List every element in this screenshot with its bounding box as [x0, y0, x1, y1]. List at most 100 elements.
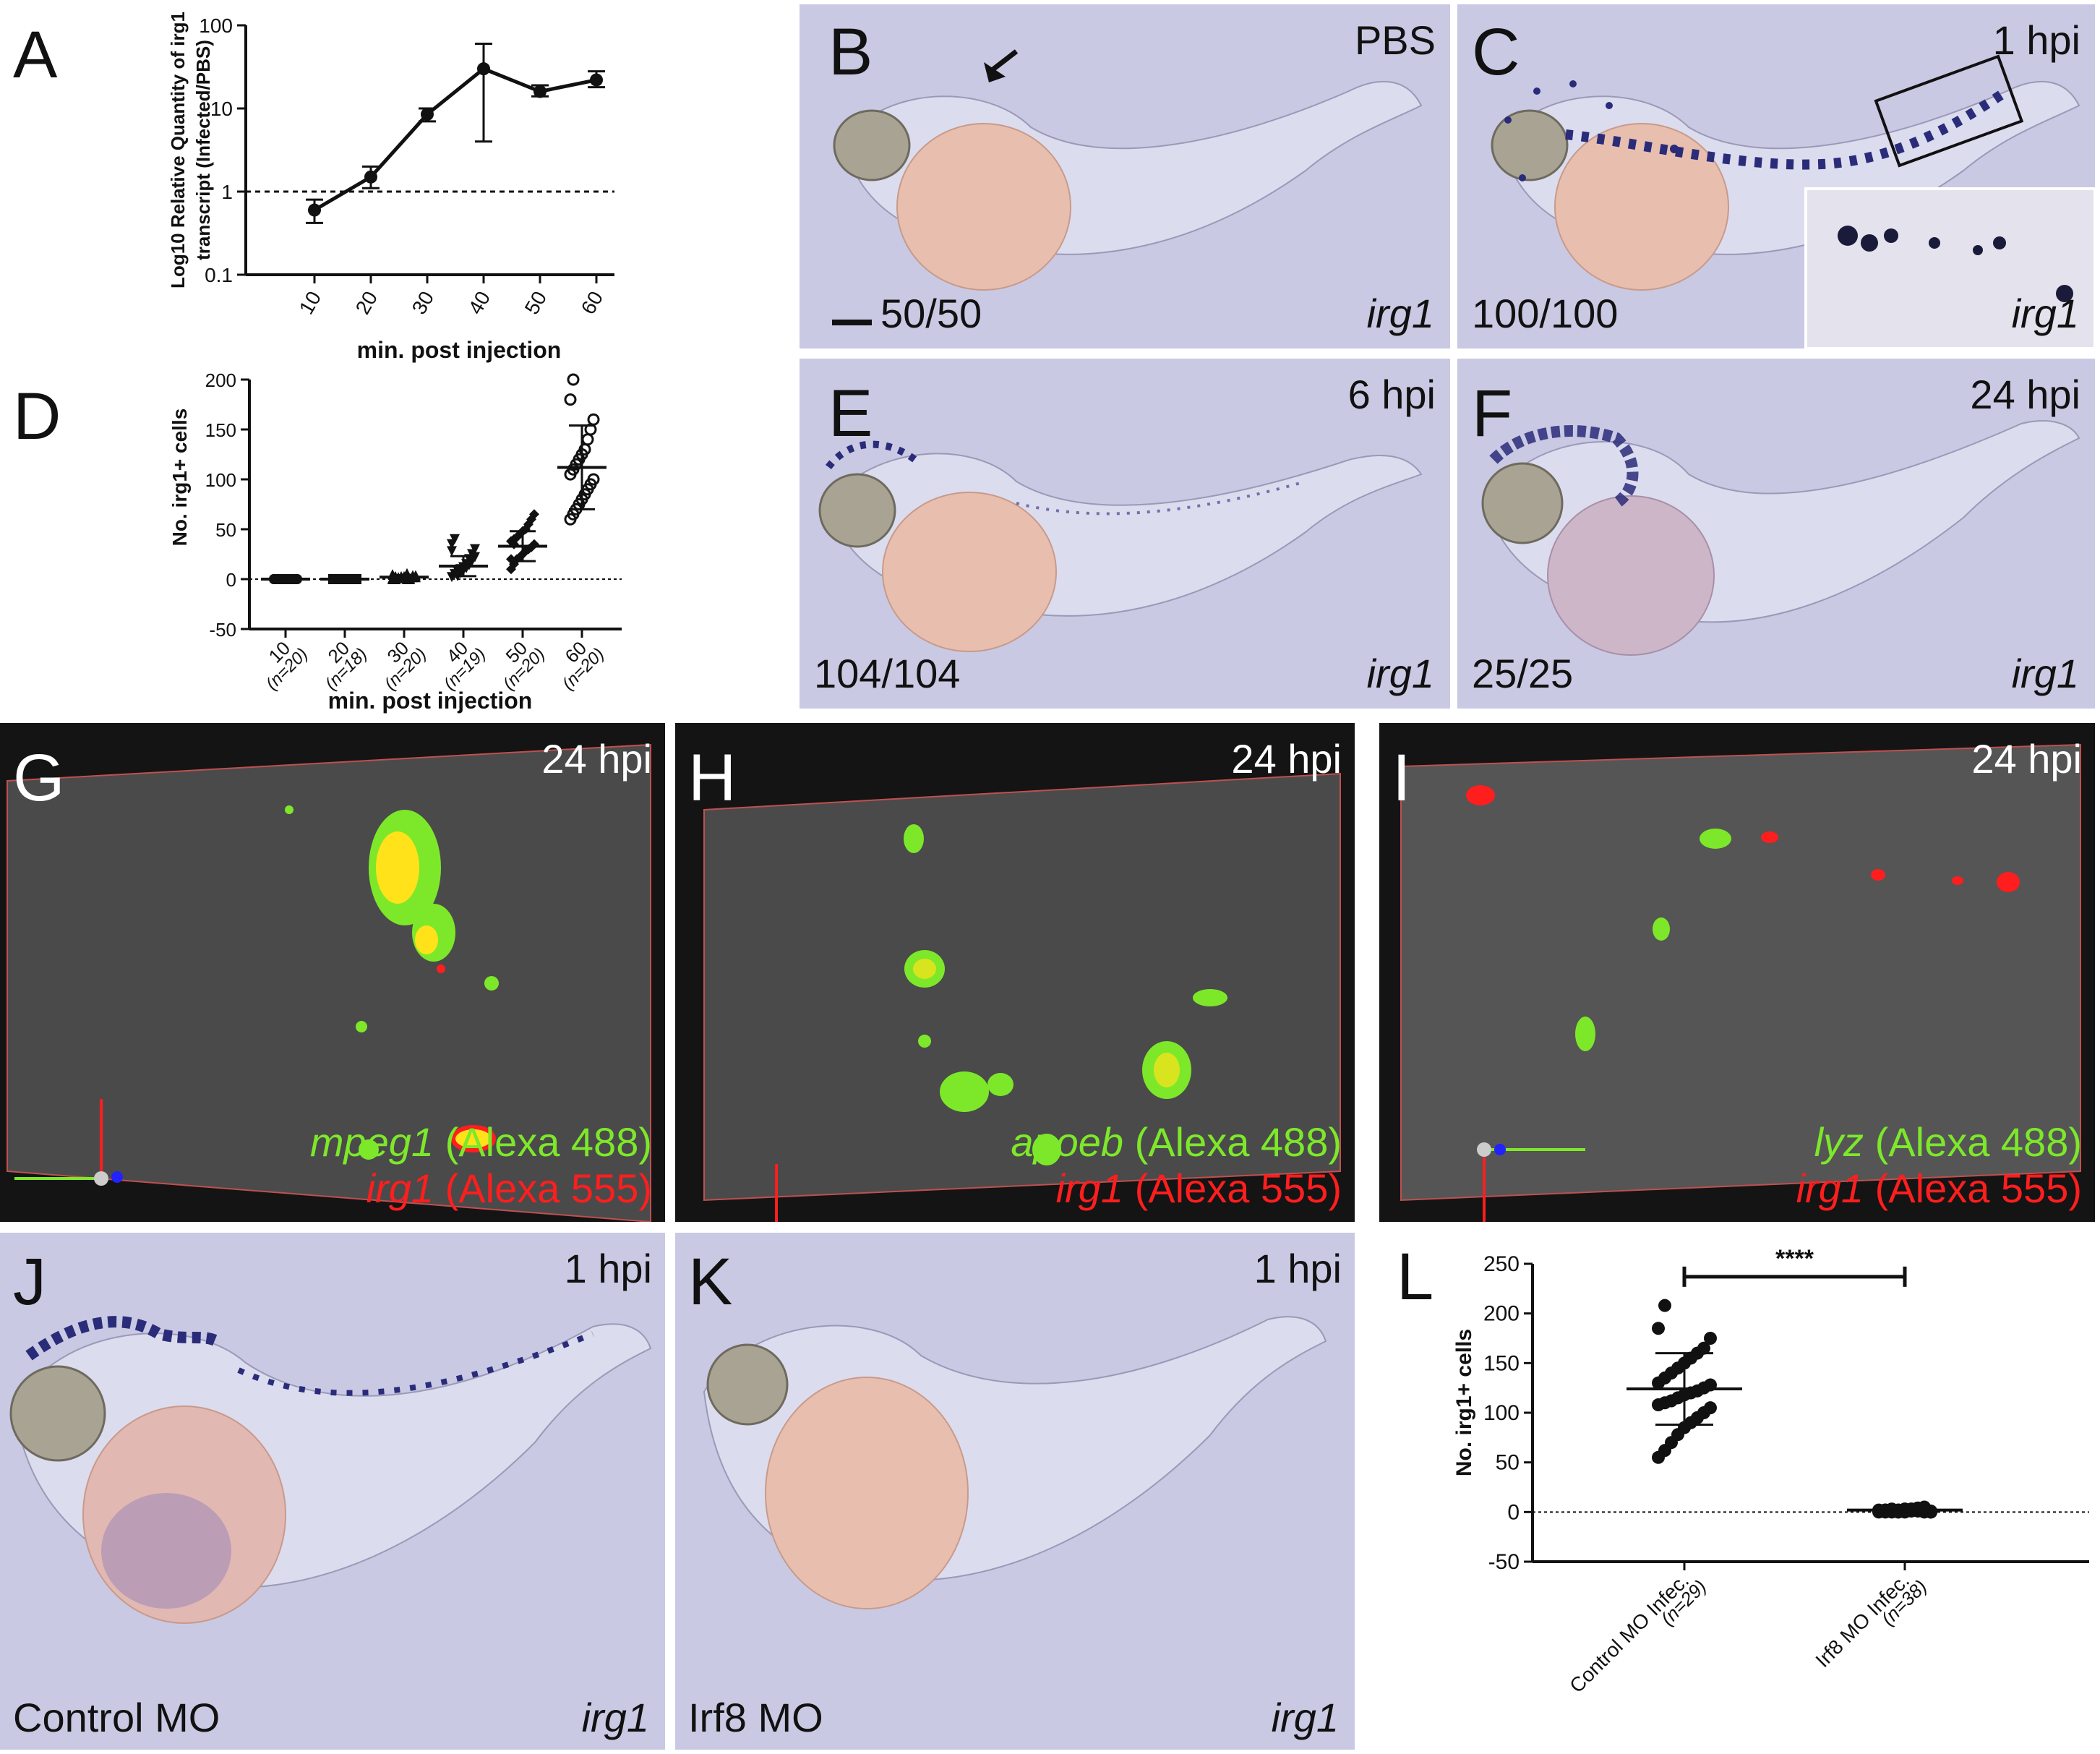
y-tick-label: 0.1 [205, 264, 233, 286]
panel-c: C 1 hpi 100/100 irg1 [1457, 4, 2095, 348]
data-point [523, 519, 533, 530]
data-point [447, 546, 457, 557]
y-tick-label: 50 [215, 519, 236, 541]
data-point [567, 373, 580, 386]
embryo-image [9, 1316, 652, 1624]
y-tick-label: 10 [210, 98, 233, 120]
data-point [581, 433, 594, 446]
panel-f: F 24 hpi 25/25 irg1 [1457, 359, 2095, 709]
x-tick-label: 50 [520, 288, 551, 318]
data-point [308, 203, 321, 217]
panel-i-red-gene: irg1 [1796, 1165, 1864, 1211]
data-point [529, 539, 539, 549]
panel-i-red-label: irg1 (Alexa 555) [1796, 1168, 2082, 1209]
panel-k-gene: irg1 [1271, 1695, 1339, 1740]
panel-e-letter: E [828, 377, 873, 450]
y-tick-label: 0 [226, 569, 236, 591]
x-tick-label: 40 [464, 288, 494, 318]
panel-i: I 24 hpi lyz (Alexa 488) irg1 (Alexa 555… [1379, 723, 2095, 1222]
panel-a: A 0.1 1 10 100 10 20 30 40 50 60 min. post injecti… [0, 0, 629, 369]
data-point [587, 473, 600, 486]
data-point [450, 534, 460, 544]
embryo-image [832, 49, 1423, 325]
confocal-image [675, 723, 1355, 1222]
y-tick-label: 150 [1483, 1351, 1520, 1375]
panel-c-gene: irg1 [2011, 291, 2079, 336]
x-tick-label: 60 [577, 288, 607, 318]
y-tick-label: 50 [1496, 1451, 1520, 1475]
panel-i-letter: I [1392, 741, 1411, 815]
panel-b: B PBS 50/50 irg1 [800, 4, 1450, 348]
y-tick-label: -50 [1488, 1550, 1520, 1574]
y-tick-label: -50 [209, 619, 236, 641]
panel-h-letter: H [688, 741, 737, 815]
y-tick-label: 0 [1507, 1500, 1520, 1524]
panel-h-green-dye: (Alexa 488) [1123, 1119, 1342, 1165]
y-axis-label: No. irg1+ cells [168, 408, 191, 547]
x-tick-label: 30 [408, 288, 438, 318]
panel-g-red-label: irg1 (Alexa 555) [367, 1168, 652, 1209]
panel-j-letter: J [13, 1245, 46, 1319]
data-point [1658, 1299, 1671, 1312]
x-tick-label: 10 [295, 288, 325, 318]
panel-k-letter: K [688, 1245, 733, 1319]
panel-c-letter: C [1472, 15, 1520, 89]
panel-h-red-label: irg1 (Alexa 555) [1056, 1168, 1342, 1209]
panel-f-letter: F [1472, 377, 1513, 450]
data-point [470, 544, 480, 555]
data-point [477, 62, 490, 76]
data-point [421, 108, 434, 121]
panel-d-letter: D [13, 380, 61, 453]
data-point [590, 73, 603, 87]
data-point [1704, 1332, 1717, 1345]
data-point [364, 170, 377, 184]
embryo-image [1481, 420, 2080, 656]
data-point [1697, 1341, 1710, 1355]
panel-h-timepoint: 24 hpi [1231, 736, 1342, 782]
panel-l-letter: L [1397, 1240, 1434, 1314]
panel-d: D -50 0 50 100 150 200 10 (n=20) 20 (n=18) 30 (n=20… [0, 362, 629, 716]
panel-g: G 24 hpi mpeg1 (Alexa 488) irg1 (Alexa 5… [0, 723, 665, 1222]
y-tick-label: 100 [205, 469, 236, 491]
panel-g-green-dye: (Alexa 488) [434, 1119, 652, 1165]
panel-i-green-gene: lyz [1814, 1119, 1864, 1165]
panel-i-green-dye: (Alexa 488) [1864, 1119, 2082, 1165]
panel-e-timepoint: 6 hpi [1347, 372, 1436, 417]
panel-l: L -50 0 50 100 150 200 250 Control MO Infec. (n=… [1366, 1222, 2100, 1754]
x-tick-label: Control MO Infec. [1565, 1569, 1693, 1697]
y-axis-label: No. irg1+ cells [1452, 1329, 1476, 1476]
panel-f-count: 25/25 [1472, 651, 1574, 696]
data-point [506, 554, 516, 565]
panel-g-timepoint: 24 hpi [541, 736, 652, 782]
data-point [1704, 1401, 1717, 1415]
panel-b-timepoint: PBS [1354, 17, 1436, 63]
panel-h-green-gene: apoeb [1011, 1119, 1124, 1165]
panel-j-timepoint: 1 hpi [564, 1246, 652, 1291]
y-tick-label: 200 [1483, 1302, 1520, 1326]
data-point [509, 539, 519, 549]
panel-b-gene: irg1 [1366, 291, 1434, 336]
panel-h-green-label: apoeb (Alexa 488) [1011, 1122, 1342, 1163]
data-point [533, 85, 547, 98]
embryo-image [1491, 54, 2095, 348]
panel-g-green-label: mpeg1 (Alexa 488) [310, 1122, 652, 1163]
confocal-image [1379, 723, 2095, 1222]
data-point [564, 393, 577, 406]
y-tick-label: 1 [221, 181, 233, 203]
panel-a-letter: A [13, 18, 58, 92]
panel-h-red-gene: irg1 [1055, 1165, 1124, 1211]
y-tick-label: 200 [205, 369, 236, 391]
panel-i-timepoint: 24 hpi [1971, 736, 2082, 782]
y-tick-label: 100 [1483, 1401, 1520, 1425]
panel-g-green-gene: mpeg1 [309, 1119, 434, 1165]
panel-e-count: 104/104 [814, 651, 961, 696]
panel-j-condition: Control MO [13, 1695, 220, 1740]
panel-i-red-dye: (Alexa 555) [1864, 1165, 2082, 1211]
panel-i-green-label: lyz (Alexa 488) [1814, 1122, 2082, 1163]
panel-k-condition: Irf8 MO [688, 1695, 823, 1740]
panel-h: H 24 hpi apoeb (Alexa 488) irg1 (Alexa 5… [675, 723, 1355, 1222]
panel-f-gene: irg1 [2011, 651, 2079, 696]
significance-label: **** [1775, 1245, 1814, 1272]
